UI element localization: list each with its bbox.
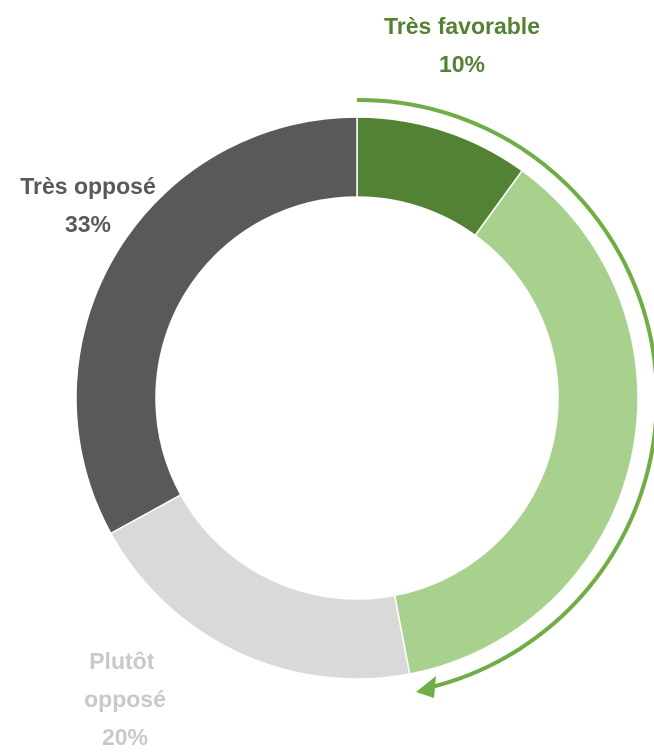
data-label: Plutôt opposé 20% [84, 648, 166, 750]
annotation-arrow [356, 97, 654, 691]
category-label: Plutôt opposé [84, 648, 166, 712]
value-label: 33% [65, 211, 111, 237]
value-label: 20% [102, 724, 148, 750]
label-line: Très opposé [20, 173, 155, 199]
category-label: Très favorable [384, 13, 540, 39]
label-line: Plutôt [89, 648, 161, 674]
data-label: Très opposé 33% [20, 173, 155, 237]
arrow-head [416, 676, 436, 698]
donut-segment [75, 116, 358, 535]
donut-segment [393, 169, 639, 675]
data-label: Très favorable 10% [384, 13, 540, 77]
label-line: opposé [84, 686, 166, 712]
category-label: Très opposé [20, 173, 155, 199]
value-label: 10% [439, 51, 485, 77]
label-line: Très favorable [384, 13, 540, 39]
